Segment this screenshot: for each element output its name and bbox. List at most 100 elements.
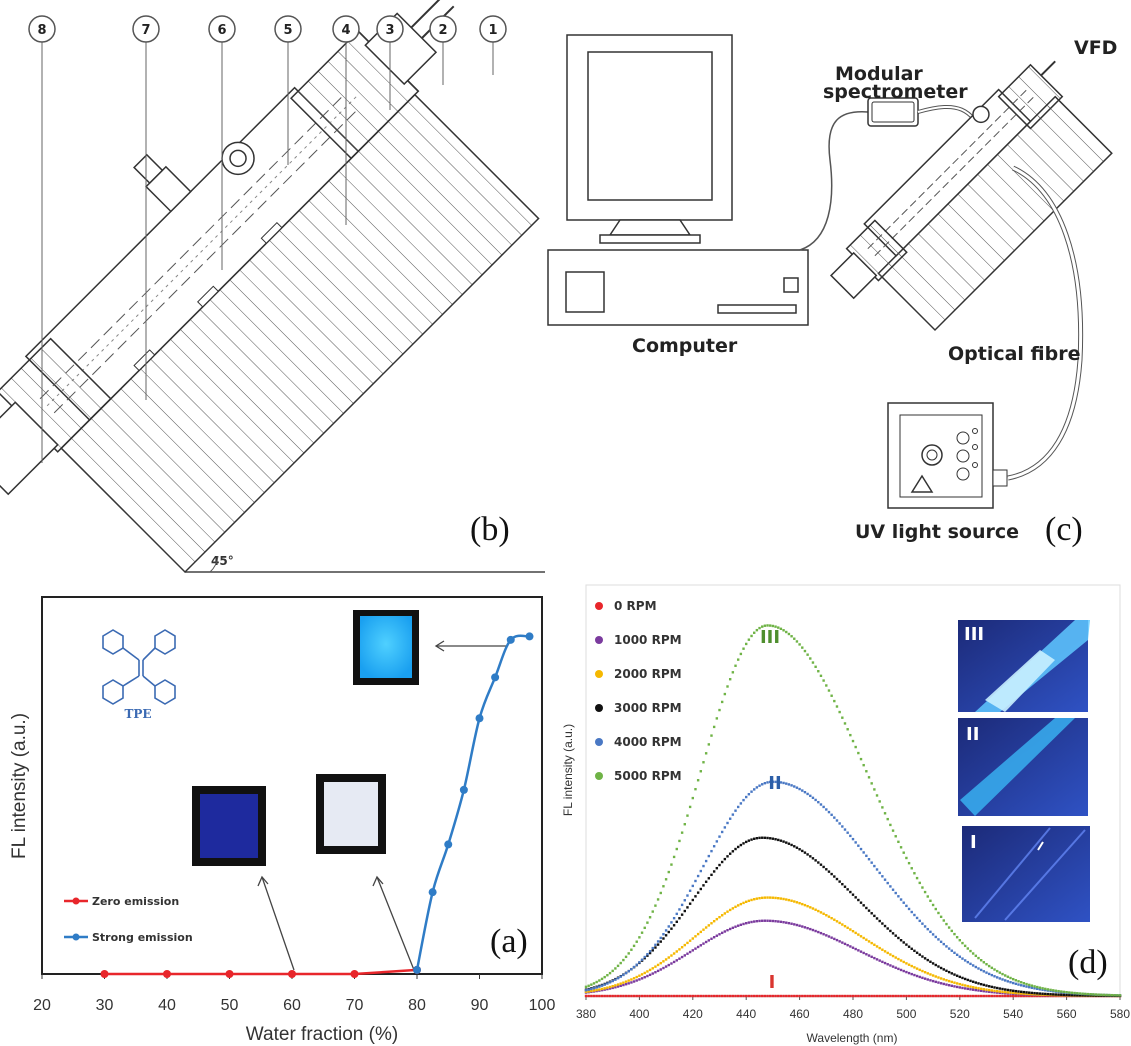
chart-d-point xyxy=(1086,994,1090,997)
chart-d-point xyxy=(1028,985,1031,989)
chart-d-point xyxy=(777,994,780,998)
chart-d-point xyxy=(891,954,895,958)
chart-d-point xyxy=(694,895,697,898)
chart-d-point xyxy=(937,965,940,968)
chart-d-point xyxy=(811,857,815,860)
chart-d-point xyxy=(966,947,970,950)
chart-d-point xyxy=(1036,985,1039,989)
chart-d-point xyxy=(632,977,636,980)
chart-d-point xyxy=(761,836,764,839)
chart-d-point xyxy=(830,694,833,697)
chart-d-point xyxy=(670,863,673,866)
chart-d-point xyxy=(915,994,919,998)
chart-d-point xyxy=(651,994,654,998)
chart-d-point xyxy=(731,813,735,816)
chart-d-point xyxy=(699,930,703,934)
chart-d-point xyxy=(782,629,785,632)
chart-d-point xyxy=(723,826,727,829)
chart-d-point xyxy=(646,954,649,957)
chart-d-point xyxy=(1022,992,1026,995)
chart-d-point xyxy=(734,664,737,667)
chart-d-point xyxy=(985,990,988,993)
chart-d-point xyxy=(843,924,847,928)
callout-7-label: 7 xyxy=(141,23,150,38)
chart-d-point xyxy=(688,889,692,892)
chart-d-point xyxy=(702,928,705,931)
chart-d-point xyxy=(849,994,852,998)
chart-d-point xyxy=(894,956,897,959)
chart-d-point xyxy=(664,994,668,998)
chart-d-point xyxy=(899,846,903,849)
chart-d-point xyxy=(683,954,686,957)
chart-d-point xyxy=(950,994,953,998)
chart-d-point xyxy=(747,793,751,796)
chart-d-point xyxy=(785,782,788,785)
uv-light-source-icon xyxy=(887,402,1008,509)
chart-d-tick-label: 400 xyxy=(629,1007,649,1021)
chart-d-point xyxy=(728,994,732,998)
chart-d-point xyxy=(584,985,588,989)
chart-d-point xyxy=(670,921,673,924)
chart-d-point xyxy=(1060,990,1063,993)
chart-d-point xyxy=(913,994,916,998)
chart-d-point xyxy=(630,948,633,951)
panel-d-letter: (d) xyxy=(1068,944,1108,981)
chart-d-point xyxy=(870,912,873,915)
chart-d-point xyxy=(598,988,601,991)
chart-d-point xyxy=(726,910,729,913)
chart-d-point xyxy=(894,835,897,838)
chart-d-point xyxy=(963,959,967,962)
chart-d-point xyxy=(899,968,903,972)
chart-d-point xyxy=(758,919,761,923)
chart-d-point xyxy=(958,939,961,942)
chart-d-point xyxy=(995,976,999,979)
chart-d-point xyxy=(1009,989,1012,992)
inset-ii-label: II xyxy=(966,724,979,745)
chart-d-point xyxy=(878,959,881,962)
chart-d-point xyxy=(753,837,756,840)
chart-d-tick-label: 420 xyxy=(683,1007,703,1021)
chart-d-point xyxy=(691,937,694,940)
chart-d-point xyxy=(854,841,857,844)
chart-d-point xyxy=(875,917,879,920)
chart-a-frame xyxy=(41,596,543,975)
chart-d-point xyxy=(889,885,892,888)
chart-d-point xyxy=(798,994,801,998)
chart-d-point xyxy=(859,935,863,938)
chart-d-point xyxy=(1022,990,1026,994)
chart-d-point xyxy=(931,903,935,907)
chart-d-point xyxy=(662,885,665,888)
chart-d-point xyxy=(886,951,889,955)
chart-d-point xyxy=(918,975,921,979)
chart-d-point xyxy=(1065,993,1068,997)
chart-d-point xyxy=(603,994,606,998)
chart-d-point xyxy=(611,986,614,990)
legend-zero-emission: Zero emission xyxy=(64,895,179,908)
chart-d-point xyxy=(611,994,614,998)
chart-d-point xyxy=(731,907,735,910)
chart-d-point xyxy=(851,739,855,743)
cuvette-photo-dark xyxy=(192,786,266,866)
chart-d-point xyxy=(803,790,807,794)
chart-d-point xyxy=(758,784,761,787)
chart-d-point xyxy=(710,849,713,853)
chart-d-point xyxy=(1014,989,1018,993)
chart-d-point xyxy=(614,978,617,981)
chart-d-point xyxy=(750,898,753,902)
chart-d-point xyxy=(587,988,590,991)
chart-d-point xyxy=(990,990,994,994)
chart-d-point xyxy=(1073,991,1076,995)
chart-d-point xyxy=(961,941,964,945)
chart-d-point xyxy=(918,881,921,885)
chart-d-point xyxy=(614,994,617,998)
photo-arrows xyxy=(257,640,507,971)
chart-d-point xyxy=(838,921,841,925)
chart-d-point xyxy=(806,792,809,796)
chart-d-point xyxy=(1006,980,1010,983)
chart-d-point xyxy=(785,921,788,924)
chart-d-point xyxy=(590,987,593,991)
chart-d-point xyxy=(635,979,638,982)
chart-d-point xyxy=(982,989,986,993)
chart-d-point xyxy=(857,949,860,952)
chart-d-point xyxy=(726,855,729,858)
